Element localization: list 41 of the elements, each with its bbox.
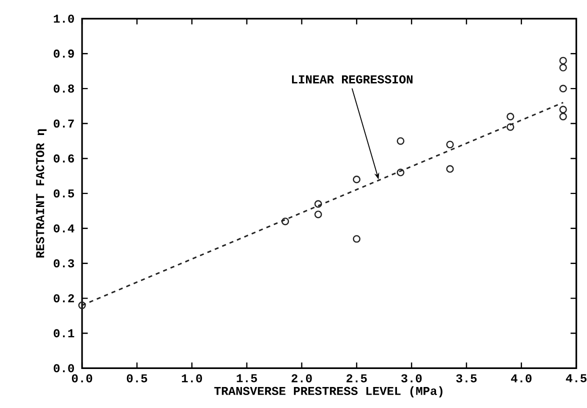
point: [506, 112, 514, 120]
point: [396, 168, 404, 176]
point: [281, 217, 290, 226]
point: [352, 234, 360, 243]
y-tick-label: 0.9: [54, 49, 74, 58]
x-tick-label: 4.5: [566, 374, 586, 382]
x-tick-label: 4.0: [511, 374, 532, 382]
point: [314, 210, 322, 218]
y-tick-label: 0.3: [54, 259, 74, 268]
point: [506, 123, 514, 131]
y-tick-label: 0.1: [54, 329, 74, 338]
x-tick-label: 0.5: [126, 374, 148, 382]
point: [396, 137, 404, 145]
y-tick-label: 0.5: [54, 189, 74, 198]
x-tick-label: 3.0: [401, 374, 422, 382]
point: [78, 301, 86, 309]
point: [559, 56, 567, 64]
y-tick-label: 1.0: [54, 14, 74, 23]
point: [352, 176, 360, 184]
y-tick-label: 0.4: [54, 224, 74, 232]
y-tick-label: 0.2: [54, 294, 74, 302]
y-tick-label: 0.7: [54, 119, 74, 128]
point: [446, 140, 454, 148]
x-tick-label: 1.5: [236, 374, 257, 382]
point: [559, 112, 567, 120]
point: [314, 200, 322, 208]
x-axis-title: TRANSVERSE PRESTRESS LEVEL (MPa): [214, 386, 442, 398]
x-tick-label: 2.0: [292, 374, 312, 382]
point: [559, 84, 567, 92]
y-tick-label: 0.8: [54, 84, 74, 93]
x-tick-label: 3.5: [456, 374, 477, 382]
annotation: LINEAR REGRESSION: [292, 75, 412, 84]
x-tick-label: 1.0: [182, 374, 202, 382]
point: [446, 165, 454, 173]
x-tick-label: 2.5: [346, 374, 367, 382]
y-axis-title: RESTRAINT FACTOR η: [36, 129, 47, 258]
x-tick-label: 0.0: [72, 374, 92, 382]
point: [559, 106, 567, 114]
y-tick-label: 0.6: [54, 154, 74, 162]
point: [559, 64, 567, 72]
y-tick-label: 0.0: [54, 364, 74, 372]
